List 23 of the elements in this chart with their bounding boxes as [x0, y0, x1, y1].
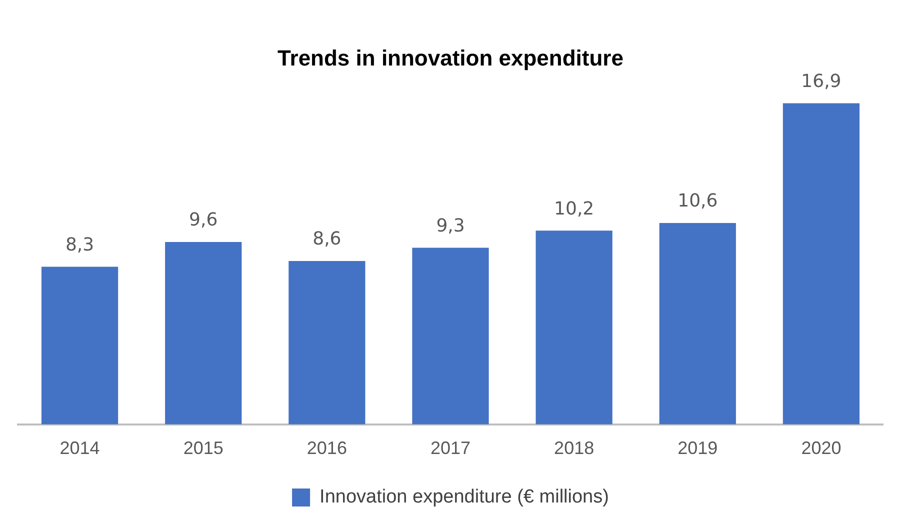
legend-label: Innovation expenditure (€ millions) [320, 486, 609, 508]
bar [659, 223, 736, 424]
data-label: 9,6 [189, 210, 218, 231]
data-label: 10,6 [678, 190, 718, 212]
bar [412, 248, 489, 424]
bar [165, 242, 242, 424]
data-label: 10,2 [554, 198, 594, 220]
data-label: 9,3 [436, 215, 465, 236]
data-label: 8,3 [65, 234, 94, 256]
x-tick-label: 2016 [306, 438, 347, 458]
data-label: 8,6 [312, 228, 342, 250]
x-tick-label: 2015 [183, 438, 224, 458]
bar [288, 261, 366, 424]
bar [41, 266, 118, 424]
x-tick-label: 2017 [430, 438, 471, 458]
x-tick-label: 2019 [678, 438, 718, 458]
x-tick-label: 2018 [554, 438, 594, 458]
bar [782, 103, 860, 424]
data-label: 16,9 [801, 70, 842, 92]
x-tick-label: 2020 [801, 438, 842, 458]
bar [536, 230, 612, 424]
x-tick-label: 2014 [60, 438, 100, 458]
chart-title: Trends in innovation expenditure [278, 45, 624, 70]
